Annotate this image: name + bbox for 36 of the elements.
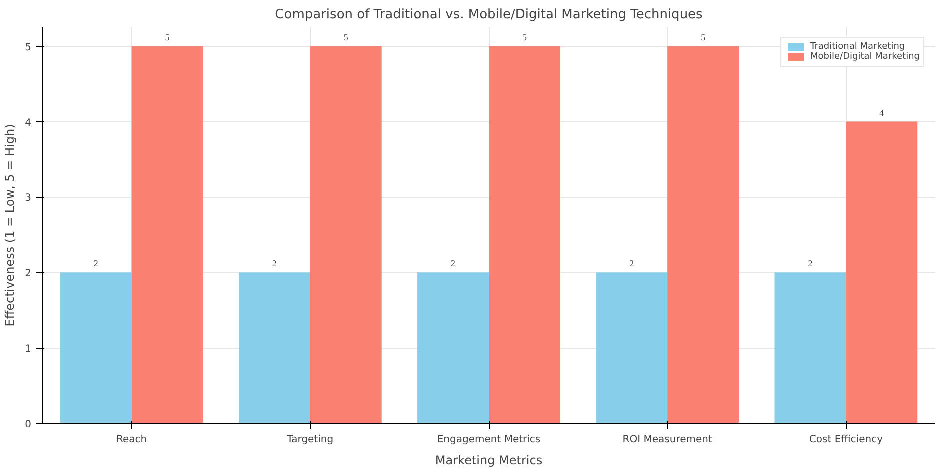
- y-tick-label: 1: [25, 344, 32, 356]
- data-label: 2: [630, 258, 634, 269]
- data-label: 5: [165, 32, 170, 42]
- bar: [418, 272, 489, 424]
- data-label: 4: [880, 108, 885, 118]
- x-tick-label: Targeting: [286, 434, 334, 446]
- x-tick-label: ROI Measurement: [622, 434, 712, 446]
- bar: [774, 272, 846, 424]
- bar: [132, 46, 204, 424]
- bar: [60, 272, 132, 424]
- x-axis-title: Marketing Metrics: [435, 454, 543, 468]
- x-tick-label: Reach: [116, 434, 148, 446]
- legend-label: Mobile/Digital Marketing: [810, 52, 920, 62]
- y-tick-label: 0: [25, 420, 32, 430]
- y-tick-label: 3: [25, 193, 32, 204]
- bar: [489, 46, 560, 424]
- y-tick-label: 5: [25, 42, 32, 54]
- bar: [846, 122, 918, 424]
- x-tick-label: Cost Efficiency: [809, 434, 884, 446]
- x-tick-label: Engagement Metrics: [437, 434, 541, 446]
- y-tick-label: 4: [25, 118, 32, 129]
- data-label: 2: [451, 258, 456, 269]
- bar: [310, 46, 382, 424]
- data-label: 5: [344, 32, 349, 42]
- bar: [238, 272, 310, 424]
- chart-title: Comparison of Traditional vs. Mobile/Digital Marketing Techniques: [275, 8, 704, 22]
- data-label: 2: [808, 258, 813, 269]
- data-label: 5: [701, 32, 706, 42]
- bar: [668, 46, 740, 424]
- data-label: 5: [522, 32, 528, 42]
- data-label: 2: [272, 258, 277, 269]
- legend-label: Traditional Marketing: [810, 42, 906, 52]
- bar: [596, 272, 668, 424]
- y-axis-title: Effectiveness (1 = Low, 5 = High): [3, 124, 18, 327]
- y-tick-label: 2: [25, 268, 32, 280]
- data-label: 2: [94, 258, 98, 269]
